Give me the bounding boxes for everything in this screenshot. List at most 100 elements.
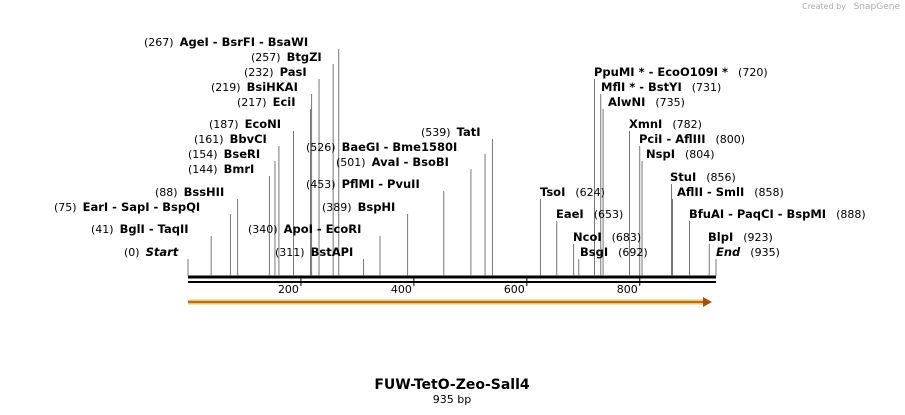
site-position: (453)	[306, 178, 336, 191]
site-label: AflII - SmlI (858)	[677, 185, 784, 199]
site-name: TsoI	[540, 185, 565, 199]
site-label: BlpI (923)	[708, 230, 773, 244]
site-name: BseRI	[224, 147, 261, 161]
site-position: (144)	[188, 163, 218, 176]
site-position: (539)	[421, 126, 451, 139]
site-label: MflI * - BstYI (731)	[601, 80, 721, 94]
site-name: End	[716, 245, 741, 259]
site-label: (161) BbvCI	[194, 132, 267, 146]
site-name: BmrI	[224, 162, 255, 176]
site-position: (720)	[738, 66, 768, 79]
site-position: (257)	[251, 51, 281, 64]
site-name: ApoI - EcoRI	[284, 222, 362, 236]
site-position: (154)	[188, 148, 218, 161]
watermark-brand: SnapGene	[854, 2, 901, 12]
site-name: XmnI	[629, 117, 662, 131]
site-label: End (935)	[716, 245, 780, 259]
site-position: (217)	[237, 96, 267, 109]
site-name: BaeGI - Bme1580I	[342, 140, 458, 154]
site-position: (858)	[754, 186, 784, 199]
site-position: (0)	[124, 246, 140, 259]
site-label: (219) BsiHKAI	[211, 80, 298, 94]
site-position: (219)	[211, 81, 241, 94]
site-position: (41)	[91, 223, 114, 236]
site-label: StuI (856)	[670, 170, 736, 184]
site-name: PciI - AflIII	[639, 132, 706, 146]
ruler-tick-label: 600	[504, 283, 525, 296]
watermark-prefix: Created by	[802, 2, 846, 11]
site-position: (75)	[54, 201, 77, 214]
site-label: PpuMI * - EcoO109I * (720)	[594, 65, 768, 79]
site-label: (232) PasI	[244, 65, 307, 79]
map-subtitle: 935 bp	[433, 393, 471, 406]
site-label: (217) EciI	[237, 95, 296, 109]
site-label: NspI (804)	[646, 147, 715, 161]
site-label: (88) BssHII	[155, 185, 224, 199]
site-name: BssHII	[184, 185, 225, 199]
site-position: (161)	[194, 133, 224, 146]
site-name: EciI	[273, 95, 296, 109]
site-name: PasI	[280, 65, 307, 79]
site-position: (856)	[706, 171, 736, 184]
map-title: FUW-TetO-Zeo-Sall4	[374, 377, 530, 393]
site-label: BfuAI - PaqCI - BspMI (888)	[689, 207, 866, 221]
site-position: (923)	[743, 231, 773, 244]
site-position: (692)	[618, 246, 648, 259]
site-label: (389) BspHI	[322, 200, 395, 214]
site-position: (232)	[244, 66, 274, 79]
site-name: Start	[146, 245, 179, 259]
site-name: NspI	[646, 147, 675, 161]
site-label: (257) BtgZI	[251, 50, 322, 64]
site-name: EcoNI	[245, 117, 281, 131]
site-name: BfuAI - PaqCI - BspMI	[689, 207, 826, 221]
site-position: (501)	[336, 156, 366, 169]
site-position: (888)	[836, 208, 866, 221]
site-position: (735)	[655, 96, 685, 109]
site-label: (453) PflMI - PvuII	[306, 177, 420, 191]
ruler-tick-label: 800	[617, 283, 638, 296]
site-name: BbvCI	[230, 132, 267, 146]
site-name: EaeI	[556, 207, 584, 221]
site-label: (340) ApoI - EcoRI	[248, 222, 361, 236]
feature-arrow	[188, 297, 712, 307]
site-name: PflMI - PvuII	[342, 177, 420, 191]
site-name: BsgI	[580, 245, 608, 259]
site-name: BlpI	[708, 230, 733, 244]
site-position: (389)	[322, 201, 352, 214]
site-name: PpuMI * - EcoO109I *	[594, 65, 728, 79]
site-position: (800)	[716, 133, 746, 146]
site-label: (526) BaeGI - Bme1580I	[306, 140, 457, 154]
site-label: TsoI (624)	[540, 185, 605, 199]
site-label: (75) EarI - SapI - BspQI	[54, 200, 200, 214]
site-label: PciI - AflIII (800)	[639, 132, 745, 146]
site-name: BtgZI	[287, 50, 322, 64]
site-name: BglI - TaqII	[120, 222, 189, 236]
site-label: NcoI (683)	[573, 230, 641, 244]
site-label: (311) BstAPI	[275, 245, 353, 259]
site-label: (267) AgeI - BsrFI - BsaWI	[144, 35, 308, 49]
site-label: (187) EcoNI	[209, 117, 281, 131]
site-position: (731)	[692, 81, 722, 94]
site-label: AlwNI (735)	[608, 95, 685, 109]
site-name: BstAPI	[311, 245, 354, 259]
site-name: MflI * - BstYI	[601, 80, 682, 94]
site-position: (653)	[594, 208, 624, 221]
site-name: EarI - SapI - BspQI	[83, 200, 201, 214]
site-position: (804)	[685, 148, 715, 161]
site-label: (154) BseRI	[188, 147, 260, 161]
site-name: BsiHKAI	[247, 80, 298, 94]
site-position: (683)	[612, 231, 642, 244]
site-position: (187)	[209, 118, 239, 131]
site-name: AvaI - BsoBI	[372, 155, 449, 169]
site-label: (0) Start	[124, 245, 179, 259]
site-label: BsgI (692)	[580, 245, 648, 259]
site-label: EaeI (653)	[556, 207, 623, 221]
site-position: (340)	[248, 223, 278, 236]
ruler-tick-label: 400	[391, 283, 412, 296]
site-name: NcoI	[573, 230, 602, 244]
site-label: (41) BglI - TaqII	[91, 222, 189, 236]
site-position: (624)	[575, 186, 605, 199]
site-position: (935)	[750, 246, 780, 259]
site-name: TatI	[457, 125, 481, 139]
